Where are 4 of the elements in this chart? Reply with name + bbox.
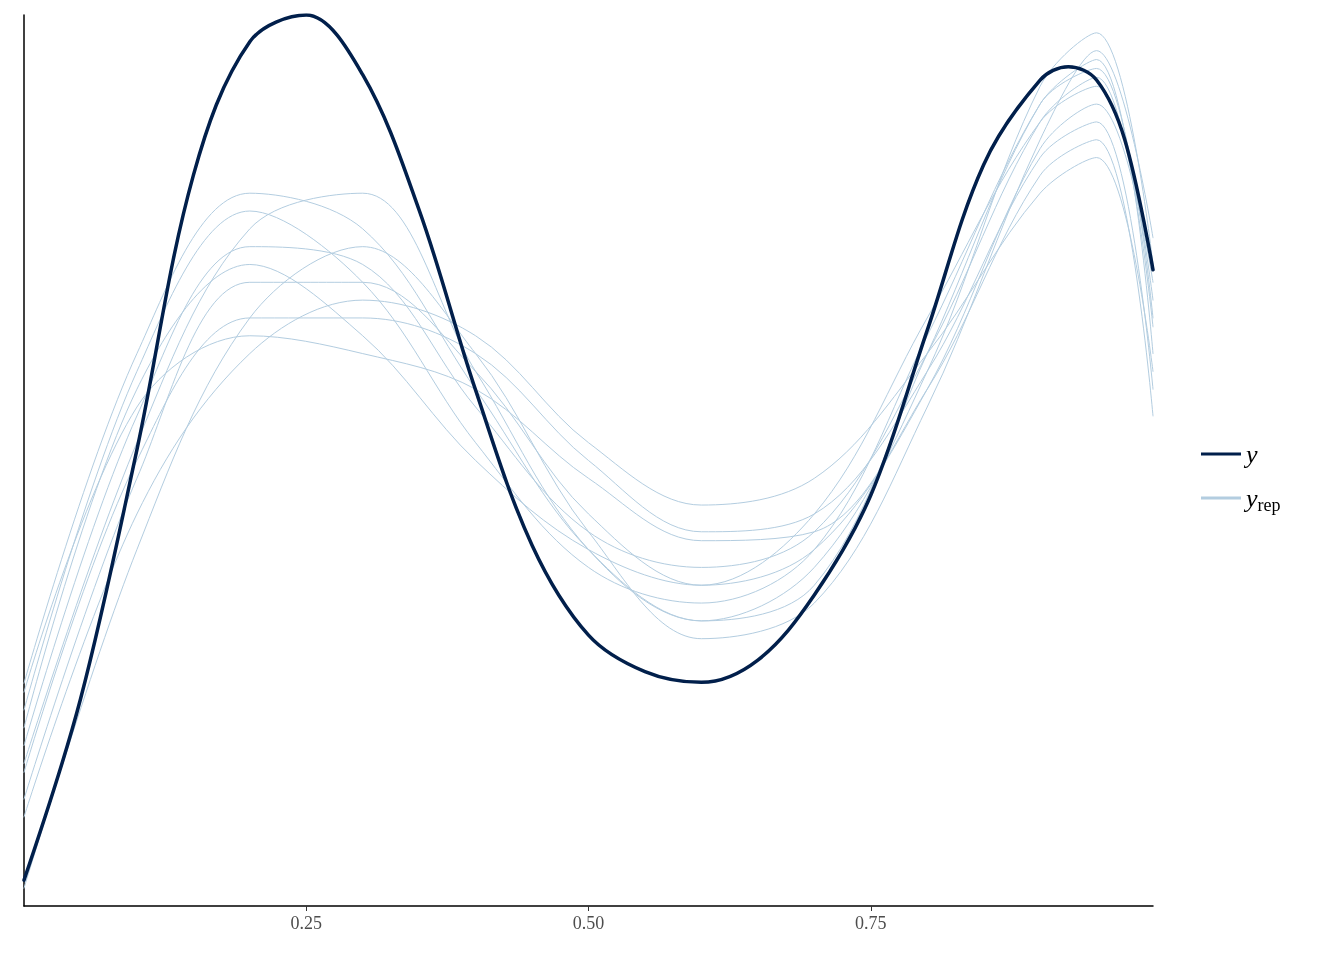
x-tick-label: 0.25 [290,913,322,933]
legend-label: y [1243,439,1258,469]
x-tick-label: 0.75 [855,913,887,933]
x-tick-label: 0.50 [572,913,605,933]
